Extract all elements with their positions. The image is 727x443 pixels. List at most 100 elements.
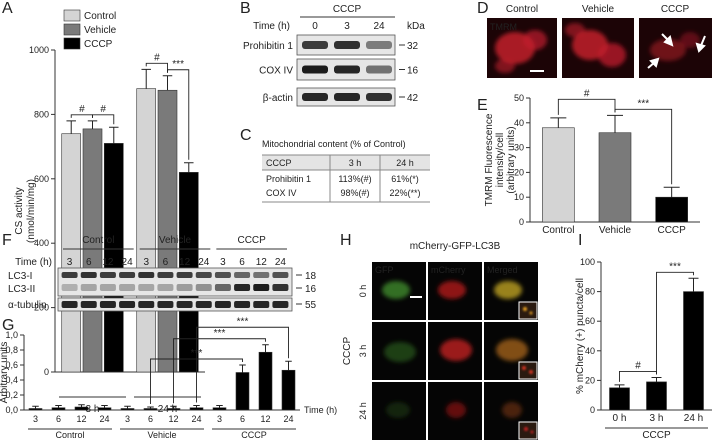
blot-band	[157, 284, 174, 291]
blot-band	[80, 301, 97, 308]
panel-label: G	[2, 317, 14, 334]
error-bar	[688, 277, 699, 292]
bar	[61, 133, 82, 373]
group-label: CCCP	[642, 430, 671, 441]
insets	[518, 301, 538, 440]
blot-title: CCCP	[333, 4, 362, 15]
significance-bracket	[557, 98, 616, 115]
bar	[51, 407, 66, 411]
error-bar	[87, 120, 98, 129]
y-axis-label: Arbitrary units	[0, 342, 10, 404]
blot-band	[302, 93, 328, 101]
y-axis-label: intensity/cell	[495, 133, 506, 187]
legend-swatch	[63, 9, 81, 22]
lane-label: 12	[102, 257, 114, 268]
error-bar	[55, 405, 62, 408]
time-label: Time (h)	[15, 257, 52, 268]
bar	[189, 407, 204, 411]
y-tick-label: 0,8	[5, 345, 18, 355]
error-bar	[193, 405, 200, 408]
lane-label: 0	[312, 21, 318, 32]
table-header: 24 h	[396, 158, 414, 168]
stain-label: TMRM	[490, 22, 517, 32]
blot-band	[234, 301, 251, 308]
kda-value: 55	[305, 300, 317, 311]
bar	[28, 408, 43, 411]
table-cell: 113%(#)	[338, 174, 371, 184]
significance-bracket	[92, 114, 115, 125]
blot-strip	[57, 297, 293, 312]
lane-label: 6	[86, 257, 92, 268]
error-bar	[32, 405, 39, 409]
bar	[258, 351, 273, 411]
group-label: Control	[82, 235, 114, 246]
x-tick-label: 24	[191, 414, 201, 424]
blot-row-label: COX IV	[259, 66, 293, 77]
lane-label: 6	[163, 257, 169, 268]
y-axis-label: (nmol/min/mg)	[26, 179, 37, 243]
lane-label: 12	[179, 257, 191, 268]
lane-label: 3	[220, 257, 226, 268]
image-panel-h	[372, 262, 538, 440]
bar	[212, 407, 227, 411]
significance-bracket	[145, 62, 168, 73]
blot-band	[61, 272, 78, 278]
significance-label: ***	[172, 59, 184, 70]
x-tick-label: 3	[125, 414, 130, 424]
kda-value: 16	[407, 66, 419, 77]
bar	[646, 381, 667, 411]
image-panel-d	[487, 18, 712, 78]
kda-value: 16	[305, 284, 317, 295]
error-bar	[78, 404, 85, 407]
bar	[655, 196, 688, 223]
y-tick-label: 100	[580, 257, 595, 267]
panel-label: E	[477, 97, 488, 114]
blot-band	[334, 65, 360, 74]
blot-band	[195, 272, 212, 278]
y-tick-label: 0	[590, 405, 595, 415]
error-bar	[170, 405, 177, 409]
significance-label: ***	[669, 261, 681, 272]
y-tick-label: 0	[519, 217, 524, 227]
x-axis-label: Time (h)	[304, 405, 337, 415]
kda-value: 32	[407, 41, 419, 52]
x-tick-label: Vehicle	[599, 225, 632, 236]
blot-band	[302, 65, 328, 74]
y-tick-label: 10	[514, 192, 524, 202]
blot-band	[80, 272, 97, 278]
y-tick-label: 0,0	[5, 405, 18, 415]
image-column-label: CCCP	[661, 4, 690, 15]
kda-label: kDa	[407, 21, 425, 32]
x-tick-label: 24 h	[684, 413, 703, 424]
blot-band	[366, 93, 392, 101]
blot-band	[302, 41, 328, 49]
blot-band	[366, 65, 392, 74]
blot-row-label: α-tubulin	[8, 300, 47, 311]
blot-band	[253, 301, 270, 308]
blot-row-label: LC3-II	[8, 284, 35, 295]
error-bar	[101, 405, 108, 408]
blot-band	[99, 284, 116, 291]
significance-bracket	[614, 108, 673, 185]
y-axis-label: CS activity	[14, 187, 25, 234]
x-tick-label: 3	[217, 414, 222, 424]
error-bar	[141, 68, 151, 89]
significance-label: ***	[237, 316, 249, 327]
group-label: CCCP	[241, 430, 267, 440]
error-bar	[216, 405, 223, 408]
bar	[609, 387, 630, 411]
y-tick-label: 20	[514, 167, 524, 177]
table-cell: 22%(**)	[389, 188, 420, 198]
table-cell: 98%(#)	[340, 188, 369, 198]
legend-swatch	[63, 23, 81, 36]
table-cell: Prohibitin 1	[266, 174, 311, 184]
blot-band	[138, 301, 155, 308]
bar	[97, 407, 112, 411]
x-tick-label: 24	[99, 414, 109, 424]
table-title: Mitochondrial content (% of Control)	[262, 139, 406, 149]
kda-value: 18	[305, 271, 317, 282]
time-label: Time (h)	[253, 21, 290, 32]
error-bar	[550, 117, 567, 128]
blot-band	[214, 272, 231, 278]
y-tick-label: 30	[514, 143, 524, 153]
